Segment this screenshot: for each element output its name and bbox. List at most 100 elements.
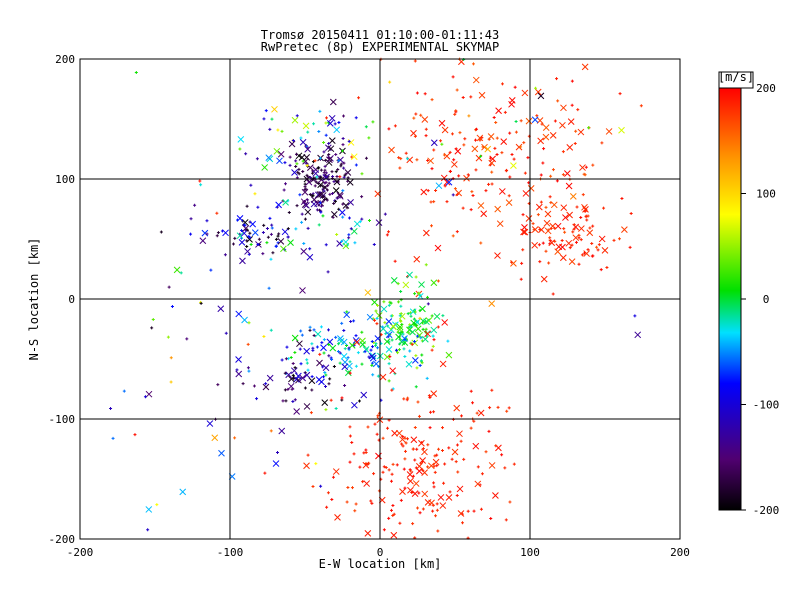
scatter-point-plus: [428, 396, 432, 400]
scatter-point-plus: [403, 337, 407, 341]
scatter-point-plus: [490, 182, 494, 186]
scatter-point-x: [330, 211, 338, 218]
scatter-point-x: [346, 179, 354, 186]
scatter-point-plus: [360, 217, 364, 221]
scatter-point-plus: [293, 350, 297, 354]
scatter-point-plus: [323, 370, 327, 374]
scatter-point-plus: [274, 237, 278, 241]
scatter-point-plus: [403, 354, 407, 358]
scatter-point-x: [457, 510, 465, 517]
scatter-point-plus: [396, 282, 400, 286]
scatter-point-plus: [443, 184, 447, 188]
scatter-point-x: [303, 347, 311, 355]
scatter-point-x: [385, 318, 393, 325]
scatter-point-plus: [573, 142, 577, 146]
scatter-point-plus: [179, 271, 183, 275]
scatter-point-plus: [450, 132, 454, 136]
scatter-point-plus: [342, 329, 346, 333]
scatter-point-plus: [199, 301, 203, 305]
scatter-point-plus: [306, 198, 310, 202]
scatter-point-x: [411, 490, 419, 498]
scatter-point-plus: [314, 462, 318, 466]
scatter-point-plus: [431, 344, 435, 348]
scatter-point-plus: [341, 215, 345, 219]
scatter-point-plus: [350, 441, 354, 445]
scatter-point-plus: [291, 373, 295, 377]
scatter-point-plus: [343, 383, 347, 387]
scatter-point-x: [521, 89, 529, 97]
scatter-point-x: [277, 150, 285, 158]
scatter-point-plus: [308, 328, 312, 332]
scatter-point-x: [488, 159, 496, 167]
scatter-point-x: [418, 439, 425, 447]
scatter-point-plus: [478, 137, 482, 141]
scatter-point-plus: [265, 226, 269, 230]
scatter-point-x: [340, 352, 348, 360]
scatter-point-plus: [415, 334, 419, 338]
scatter-point-plus: [536, 213, 540, 217]
scatter-point-plus: [306, 175, 310, 179]
scatter-point-plus: [503, 110, 507, 114]
scatter-point-plus: [475, 127, 479, 131]
scatter-point-x: [291, 169, 298, 176]
scatter-point-x: [303, 202, 310, 209]
scatter-point-plus: [583, 209, 587, 213]
scatter-point-plus: [305, 358, 309, 362]
scatter-point-plus: [311, 346, 315, 350]
scatter-point-x: [477, 202, 485, 209]
scatter-point-plus: [426, 159, 430, 163]
scatter-point-plus: [231, 242, 235, 246]
scatter-point-x: [540, 275, 548, 283]
scatter-point-plus: [599, 268, 603, 272]
scatter-point-plus: [507, 406, 511, 410]
scatter-point-plus: [276, 128, 280, 132]
scatter-point-plus: [335, 174, 339, 178]
scatter-point-plus: [133, 433, 137, 437]
scatter-point-x: [281, 228, 289, 236]
scatter-point-plus: [581, 193, 585, 197]
scatter-point-x: [521, 228, 529, 236]
scatter-point-x: [406, 271, 413, 279]
scatter-point-x: [605, 128, 613, 135]
scatter-point-plus: [268, 216, 272, 220]
scatter-point-plus: [427, 394, 431, 398]
scatter-point-plus: [311, 485, 315, 489]
scatter-point-plus: [323, 168, 327, 172]
scatter-point-x: [343, 311, 351, 319]
scatter-point-plus: [432, 200, 436, 204]
scatter-point-x: [145, 506, 153, 513]
scatter-point-plus: [261, 231, 265, 235]
scatter-point-plus: [320, 341, 324, 345]
scatter-point-plus: [205, 232, 209, 236]
scatter-point-plus: [339, 162, 343, 166]
scatter-point-plus: [334, 335, 338, 339]
scatter-point-plus: [430, 348, 434, 352]
scatter-point-plus: [562, 227, 566, 231]
scatter-point-plus: [302, 241, 306, 245]
scatter-point-x: [299, 374, 307, 382]
scatter-point-plus: [298, 193, 302, 197]
scatter-point-plus: [426, 443, 430, 447]
scatter-point-x: [395, 429, 403, 437]
scatter-point-x: [265, 154, 273, 162]
scatter-point-plus: [399, 331, 403, 335]
scatter-point-plus: [416, 506, 420, 510]
scatter-point-plus: [328, 192, 332, 196]
scatter-point-plus: [305, 361, 309, 365]
scatter-point-plus: [284, 357, 288, 361]
scatter-point-plus: [327, 382, 331, 386]
scatter-point-plus: [288, 155, 292, 159]
scatter-point-x: [385, 346, 393, 353]
scatter-point-x: [332, 468, 340, 475]
scatter-point-plus: [274, 244, 278, 248]
scatter-point-plus: [300, 212, 304, 216]
scatter-point-plus: [302, 200, 306, 204]
scatter-point-x: [531, 226, 539, 233]
scatter-point-x: [315, 376, 323, 384]
scatter-point-plus: [588, 226, 592, 230]
scatter-point-plus: [363, 350, 367, 354]
scatter-point-plus: [590, 242, 594, 246]
scatter-point-x: [456, 430, 463, 438]
scatter-point-x: [333, 126, 341, 134]
scatter-point-plus: [384, 332, 388, 336]
